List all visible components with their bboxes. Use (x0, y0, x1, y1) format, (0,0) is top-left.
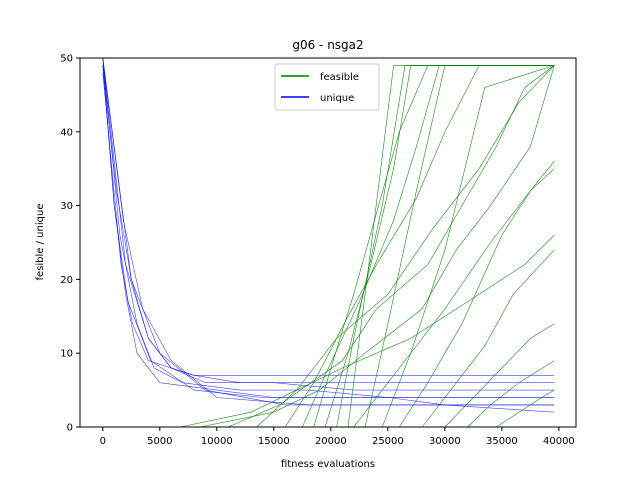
axes-frame (79, 57, 577, 428)
series-line-feasible-run-16 (102, 389, 555, 427)
series-line-feasible-run-10 (102, 65, 555, 427)
y-tick-label: 30 (60, 201, 73, 212)
x-tick-label: 30000 (429, 436, 461, 447)
series-line-feasible-run-17 (102, 161, 555, 427)
series-line-feasible-run-13 (102, 249, 555, 427)
chart-title: g06 - nsga2 (292, 38, 363, 52)
plot-area (102, 58, 555, 427)
x-tick-label: 15000 (258, 436, 290, 447)
legend-label-feasible: feasible (320, 72, 359, 83)
series-line-feasible-run-1 (102, 65, 555, 427)
series-line-unique-run-4 (102, 72, 555, 376)
y-tick-label: 50 (60, 54, 73, 65)
series-line-feasible-run-15 (102, 360, 555, 427)
x-tick-label: 5000 (147, 436, 172, 447)
x-axis-ticks: 0 5000 10000 15000 20000 25000 30000 35000 40000 (100, 427, 575, 447)
series-line-feasible-run-0 (102, 234, 555, 427)
series-line-feasible-run-14 (102, 323, 555, 427)
x-tick-label: 35000 (486, 436, 518, 447)
series-line-feasible-run-5 (102, 65, 555, 427)
legend-label-unique: unique (320, 93, 354, 104)
x-tick-label: 20000 (315, 436, 347, 447)
x-tick-label: 0 (100, 436, 106, 447)
series-line-unique-run-7 (102, 65, 555, 398)
x-tick-label: 40000 (543, 436, 575, 447)
legend: feasible unique (274, 63, 380, 111)
series-line-feasible-run-6 (102, 65, 555, 427)
series-line-feasible-run-4 (102, 65, 555, 427)
y-tick-label: 0 (67, 423, 73, 434)
y-tick-label: 40 (60, 127, 73, 138)
y-axis-label: fesible / unique (35, 204, 46, 281)
series-line-unique-run-2 (102, 65, 555, 391)
series-line-feasible-run-3 (102, 65, 555, 427)
x-tick-label: 10000 (201, 436, 233, 447)
series-line-unique-run-6 (102, 58, 555, 406)
y-tick-label: 10 (60, 349, 73, 360)
x-tick-label: 25000 (372, 436, 404, 447)
series-line-feasible-run-11 (102, 65, 555, 427)
x-axis-label: fitness evaluations (281, 459, 375, 470)
y-axis-ticks: 0 10 20 30 40 50 (60, 54, 80, 434)
y-tick-label: 20 (60, 275, 73, 286)
